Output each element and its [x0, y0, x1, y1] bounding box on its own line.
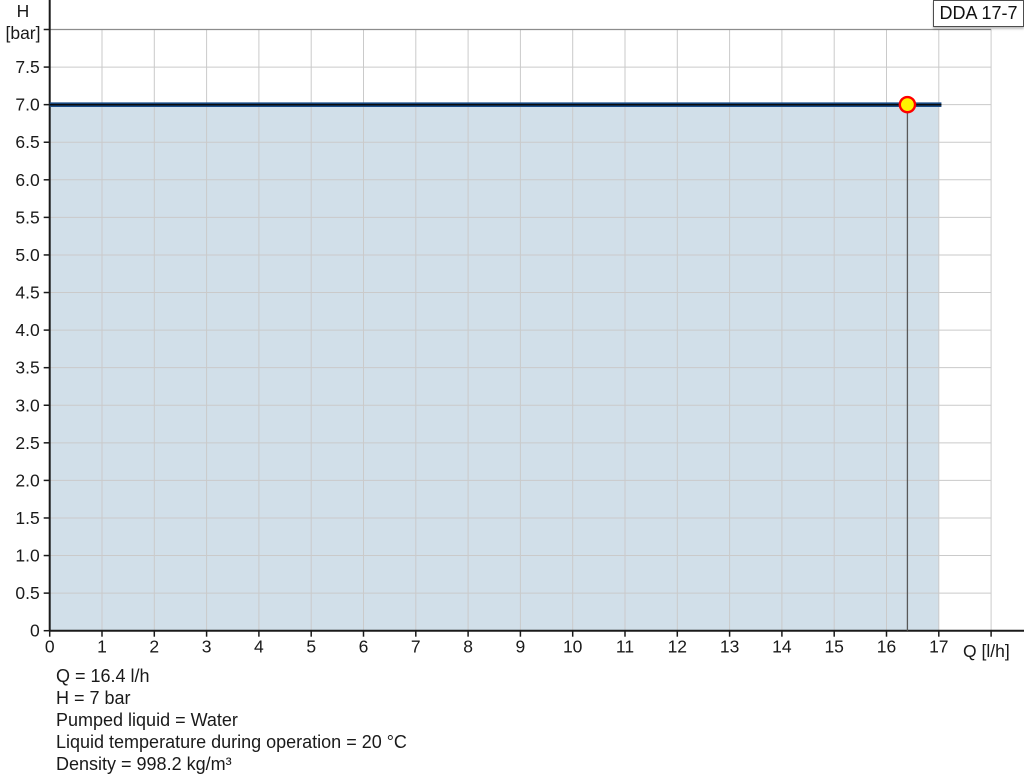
svg-text:8: 8 [463, 637, 473, 657]
svg-text:6.0: 6.0 [15, 170, 40, 190]
svg-text:9: 9 [516, 637, 526, 657]
svg-text:6.5: 6.5 [15, 132, 39, 152]
svg-text:7.5: 7.5 [15, 57, 39, 77]
svg-text:1: 1 [97, 637, 107, 657]
svg-text:5: 5 [306, 637, 316, 657]
svg-text:1.5: 1.5 [15, 508, 39, 528]
svg-text:4: 4 [254, 637, 264, 657]
svg-text:2.0: 2.0 [15, 470, 40, 490]
svg-text:7.0: 7.0 [15, 95, 40, 115]
svg-text:3.5: 3.5 [15, 358, 39, 378]
svg-text:4.5: 4.5 [15, 283, 39, 303]
svg-text:16: 16 [877, 637, 896, 657]
svg-text:14: 14 [772, 637, 792, 657]
svg-text:7: 7 [411, 637, 421, 657]
svg-text:3.0: 3.0 [15, 395, 40, 415]
svg-text:5.5: 5.5 [15, 207, 39, 227]
svg-text:15: 15 [824, 637, 843, 657]
svg-text:0.5: 0.5 [15, 583, 39, 603]
svg-text:13: 13 [720, 637, 739, 657]
svg-text:10: 10 [563, 637, 583, 657]
svg-text:11: 11 [616, 637, 634, 657]
svg-text:6: 6 [359, 637, 369, 657]
svg-text:17: 17 [929, 637, 948, 657]
svg-text:4.0: 4.0 [15, 320, 40, 340]
svg-text:5.0: 5.0 [15, 245, 40, 265]
svg-text:3: 3 [202, 637, 212, 657]
svg-text:0: 0 [30, 621, 40, 641]
svg-text:1.0: 1.0 [15, 546, 40, 566]
svg-text:2.5: 2.5 [15, 433, 39, 453]
svg-text:2: 2 [149, 637, 159, 657]
svg-text:0: 0 [45, 637, 55, 657]
svg-text:12: 12 [668, 637, 687, 657]
